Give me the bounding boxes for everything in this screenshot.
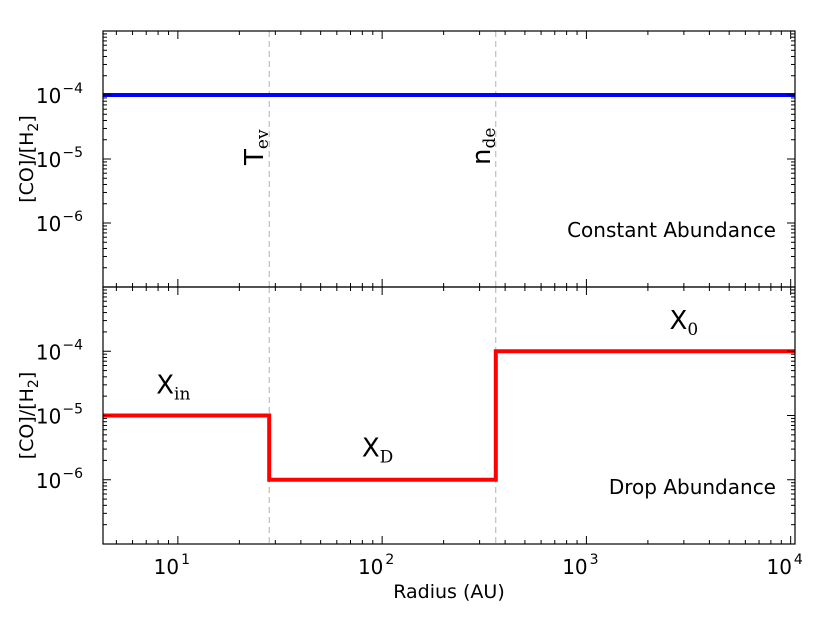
panel-label-top: Constant Abundance xyxy=(567,218,776,242)
x-tick-label: 10 3 xyxy=(562,552,598,579)
panel-bottom: 10−4 10−5 10−6 [CO]/[H2] Drop Abundance Xin XD… xyxy=(16,286,796,545)
y-tick-label: 10−4 xyxy=(36,337,83,364)
y-tick-label: 10−6 xyxy=(36,209,83,236)
series-line-bottom xyxy=(103,349,795,482)
panel-label-bottom: Drop Abundance xyxy=(609,475,776,499)
vline-label-2: nde xyxy=(467,128,500,165)
x-tick-label: 10 2 xyxy=(358,552,394,579)
x-tick-label: 10 1 xyxy=(154,552,190,579)
y-tick-label: 10−6 xyxy=(36,466,83,493)
panel-top: 10−4 10−5 10−6 [CO]/[H2] Constant Abundance T… xyxy=(16,30,796,288)
annotation-x-D: XD xyxy=(362,434,393,468)
axes-frame-top xyxy=(102,30,796,288)
x-axis-label: Radius (AU) xyxy=(393,581,504,603)
annotation-x-in: Xin xyxy=(156,370,190,404)
y-axis-label: [CO]/[H2] xyxy=(16,115,42,203)
y-tick-label: 10−5 xyxy=(36,402,83,429)
y-axis-label: [CO]/[H2] xyxy=(16,372,42,460)
x-tick-label: 10 4 xyxy=(766,552,802,579)
vline-label-1: Tev xyxy=(240,129,273,166)
annotation-x-0: X0 xyxy=(670,306,699,340)
x-axis: 10 1 10 2 10 3 10 4 Radius (AU) xyxy=(154,552,803,603)
y-tick-label: 10−4 xyxy=(36,81,83,108)
y-tick-label: 10−5 xyxy=(36,145,83,172)
